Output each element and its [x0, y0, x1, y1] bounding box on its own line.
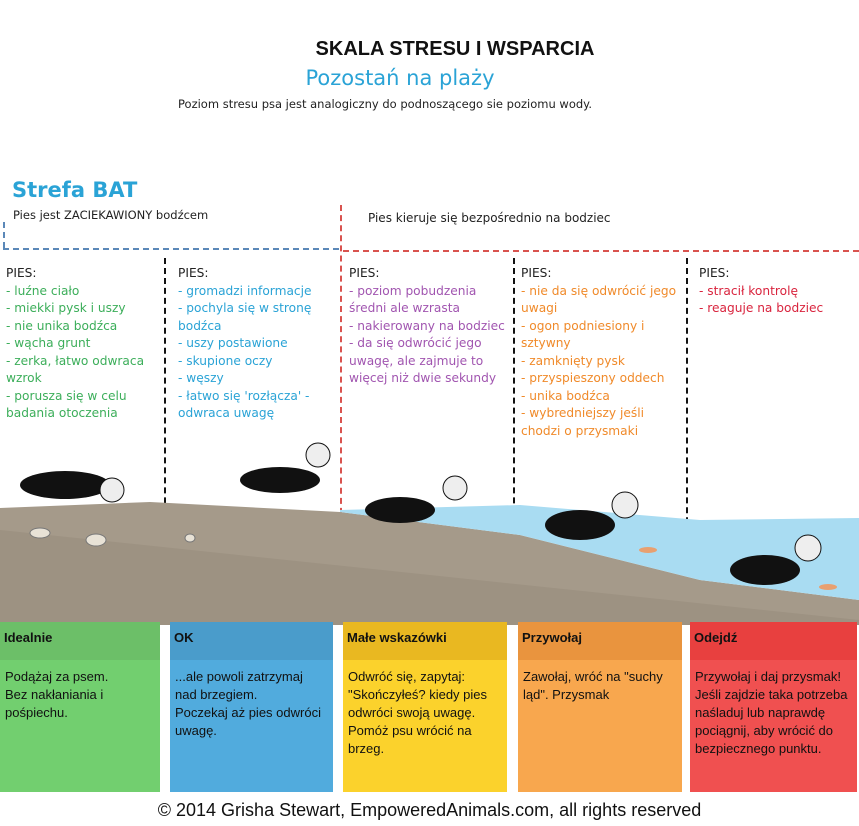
sign-item: - reaguje na bodziec [699, 301, 824, 315]
bat-zone-border [3, 222, 5, 248]
advice-title: Odejdź [690, 622, 857, 660]
advice-body: Odwróć się, zapytaj: "Skończyłeś? kiedy … [343, 660, 507, 792]
advice-title: Idealnie [0, 622, 160, 660]
sign-list: - gromadzi informacje - pochyla się w str… [178, 283, 328, 423]
bat-zone-description: Pies jest ZACIEKAWIONY bodźcem [13, 208, 209, 222]
zone-divider [340, 205, 342, 625]
advice-box: OK ...ale powoli zatrzymaj nad brzegiem. P… [170, 622, 333, 792]
column-signs: PIES: - gromadzi informacje - pochyla się … [178, 265, 328, 423]
advice-text: Poczekaj aż pies odwróci uwagę. [175, 705, 321, 738]
advice-body: Podążaj za psem. Bez nakłaniania i pośpie… [0, 660, 160, 792]
advice-body: Przywołaj i daj przysmak! Jeśli zajdzie … [690, 660, 857, 792]
sign-item: - luźne ciało [6, 283, 80, 298]
column-heading: PIES: [178, 266, 209, 280]
advice-text: ...ale powoli zatrzymaj nad brzegiem. [175, 669, 303, 702]
advice-box: Idealnie Podążaj za psem. Bez nakłaniania … [0, 622, 160, 792]
advice-text: Przywołaj i daj przysmak! Jeśli zajdzie … [695, 669, 848, 756]
bat-zone-title: Strefa BAT [12, 178, 138, 202]
column-signs: PIES: - luźne ciało - miekki pysk i uszy - … [6, 265, 161, 423]
column-heading: PIES: [6, 266, 37, 280]
sign-item: - da się odwrócić jego uwagę, ale zajmuj… [349, 336, 497, 385]
bat-zone-border [3, 248, 339, 250]
column-divider [686, 258, 688, 613]
column-heading: PIES: [699, 266, 730, 280]
sign-item: - nakierowany na bodziec [349, 318, 505, 333]
advice-text: Odwróć się, zapytaj: "Skończyłeś? kiedy … [348, 669, 488, 720]
sign-item: - porusza się w celu badania otoczenia [6, 388, 127, 421]
sign-item: - łatwo się 'rozłącza' - odwraca uwagę [178, 388, 310, 421]
sign-list: - nie da się odwrócić jego uwagi - ogon p… [521, 283, 681, 441]
column-divider [513, 258, 515, 613]
advice-text: Bez nakłaniania i pośpiechu. [5, 687, 104, 720]
sign-item: - gromadzi informacje [178, 283, 312, 298]
sign-item: - węszy [178, 371, 224, 385]
column-signs: PIES: - poziom pobudzenia średni ale wzra… [349, 265, 509, 388]
advice-box: Przywołaj Zawołaj, wróć na "suchy ląd". P… [518, 622, 682, 792]
sign-list: - stracił kontrolę - reaguje na bodziec [699, 283, 849, 318]
column-divider [164, 258, 166, 613]
direct-zone-description: Pies kieruje się bezpośrednio na bodziec [368, 211, 611, 225]
page-title: SKALA STRESU I WSPARCIA [315, 38, 595, 60]
sign-item: - wącha grunt [6, 336, 91, 350]
advice-text: Podążaj za psem. [5, 669, 109, 684]
advice-text: Pomóż psu wrócić na brzeg. [348, 723, 472, 756]
sign-item: - zerka, łatwo odwraca wzrok [6, 353, 145, 386]
sign-list: - poziom pobudzenia średni ale wzrasta - … [349, 283, 509, 388]
sign-item: - pochyla się w stronę bodźca [178, 301, 312, 333]
sign-list: - luźne ciało - miekki pysk i uszy - nie u… [6, 283, 161, 423]
column-heading: PIES: [521, 266, 552, 280]
advice-title: OK [170, 622, 333, 660]
beach-scene [0, 442, 859, 625]
sign-item: - uszy postawione [178, 336, 288, 350]
advice-body: ...ale powoli zatrzymaj nad brzegiem. Poc… [170, 660, 333, 792]
sign-item: - stracił kontrolę [699, 283, 798, 298]
shells [29, 527, 196, 547]
sign-item: - nie da się odwrócić jego uwagi [521, 283, 677, 316]
sign-item: - skupione oczy [178, 353, 273, 368]
sign-item: - wybredniejszy jeśli chodzi o przysmaki [521, 406, 644, 438]
sign-item: - zamknięty pysk [521, 353, 625, 368]
fish [639, 547, 837, 590]
copyright-footer: © 2014 Grisha Stewart, EmpoweredAnimals.… [157, 800, 702, 820]
sign-item: - ogon podniesiony i sztywny [521, 318, 645, 351]
intro-text: Poziom stresu psa jest analogiczny do po… [178, 97, 592, 111]
direct-zone-border [343, 250, 859, 252]
sign-item: - miekki pysk i uszy [6, 301, 126, 315]
advice-box: Małe wskazówki Odwróć się, zapytaj: "Skoń… [343, 622, 507, 792]
water [340, 505, 859, 600]
advice-text: Zawołaj, wróć na "suchy ląd". Przysmak [523, 669, 663, 702]
dog-illustration [20, 442, 822, 585]
advice-title: Małe wskazówki [343, 622, 507, 660]
advice-body: Zawołaj, wróć na "suchy ląd". Przysmak [518, 660, 682, 792]
sign-item: - nie unika bodźca [6, 318, 118, 333]
advice-title: Przywołaj [518, 622, 682, 660]
column-signs: PIES: - nie da się odwrócić jego uwagi - o… [521, 265, 681, 440]
advice-box: Odejdź Przywołaj i daj przysmak! Jeśli za… [690, 622, 857, 792]
sign-item: - przyspieszony oddech [521, 371, 665, 385]
sign-item: - poziom pobudzenia średni ale wzrasta [349, 283, 477, 316]
sand-shadow [0, 530, 859, 625]
page-subtitle: Pozostań na plaży [305, 66, 495, 90]
sign-item: - unika bodźca [521, 388, 610, 403]
column-signs: PIES: - stracił kontrolę - reaguje na bodz… [699, 265, 849, 318]
column-heading: PIES: [349, 266, 380, 280]
